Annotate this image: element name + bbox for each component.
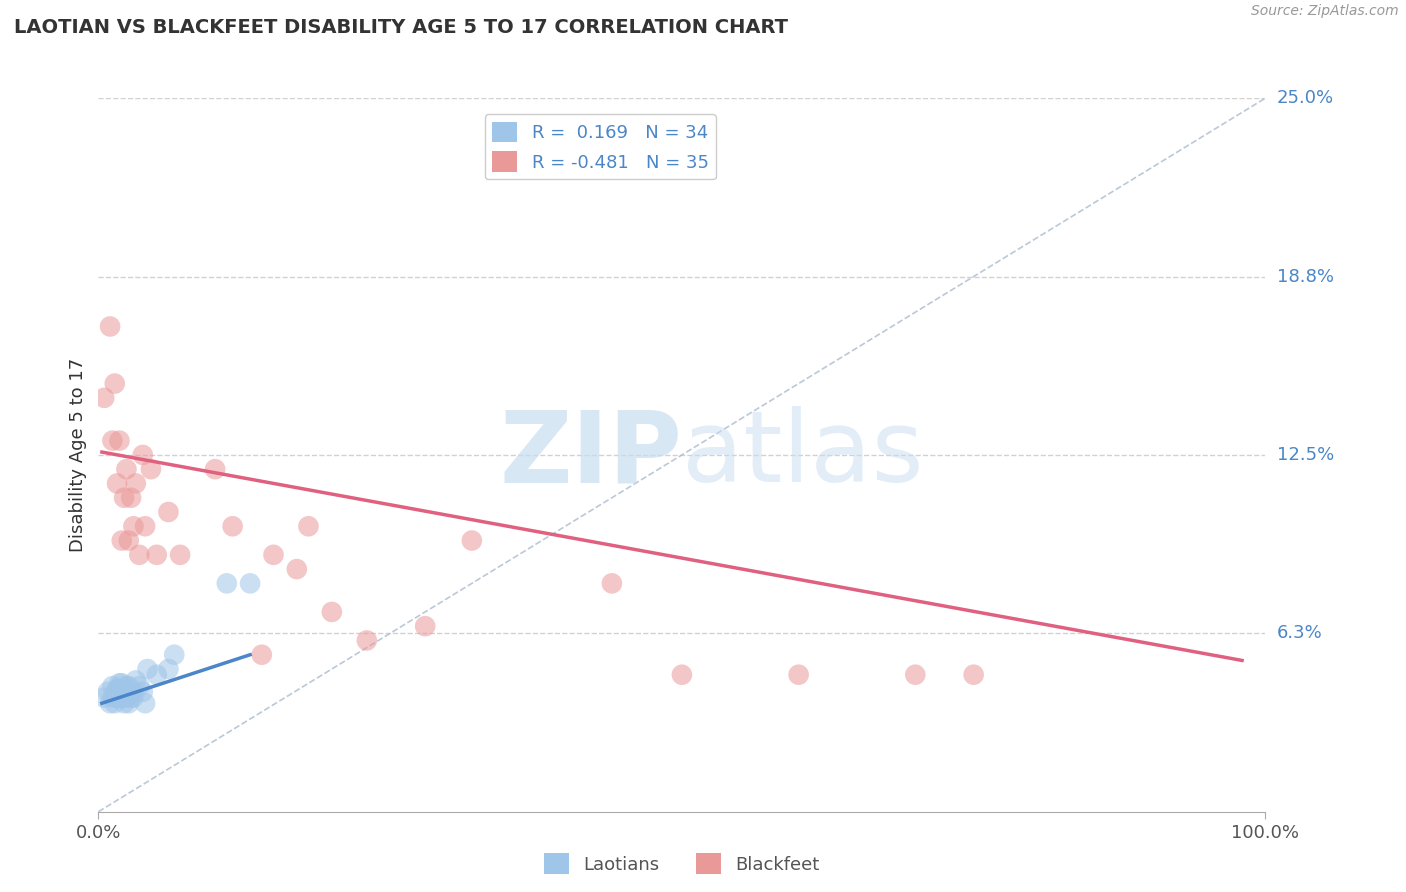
Text: 6.3%: 6.3% [1277,624,1322,642]
Point [136,662,159,676]
Point [146,548,169,562]
Point [101,690,124,705]
Point [125,476,148,491]
Point [163,648,186,662]
Y-axis label: Disability Age 5 to 17: Disability Age 5 to 17 [69,358,87,552]
Point [115,690,138,705]
Point [128,679,150,693]
Point [122,690,145,705]
Point [111,690,134,705]
Point [118,696,141,710]
Point [93,690,115,705]
Point [221,519,243,533]
Point [118,533,141,548]
Point [157,662,180,676]
Point [250,648,273,662]
Point [111,533,134,548]
Point [120,491,142,505]
Text: ZIP: ZIP [499,407,682,503]
Point [112,491,135,505]
Point [146,667,169,681]
Point [600,576,623,591]
Point [120,690,142,705]
Point [239,576,262,591]
Point [122,685,145,699]
Point [111,676,134,690]
Point [108,434,131,448]
Point [413,619,436,633]
Text: 25.0%: 25.0% [1277,89,1334,107]
Text: Source: ZipAtlas.com: Source: ZipAtlas.com [1251,4,1399,19]
Point [671,667,693,681]
Point [132,448,155,462]
Point [101,679,124,693]
Point [93,391,115,405]
Point [262,548,284,562]
Text: 12.5%: 12.5% [1277,446,1334,464]
Point [157,505,180,519]
Point [97,685,120,699]
Point [104,685,127,699]
Point [117,685,139,699]
Text: atlas: atlas [682,407,924,503]
Point [115,462,138,476]
Text: LAOTIAN VS BLACKFEET DISABILITY AGE 5 TO 17 CORRELATION CHART: LAOTIAN VS BLACKFEET DISABILITY AGE 5 TO… [14,18,787,37]
Point [297,519,319,533]
Point [112,696,135,710]
Point [962,667,984,681]
Point [134,519,156,533]
Point [132,685,155,699]
Point [215,576,238,591]
Point [115,679,138,693]
Point [122,519,145,533]
Point [128,548,150,562]
Point [118,679,141,693]
Point [139,462,162,476]
Point [787,667,810,681]
Point [104,376,127,391]
Point [169,548,191,562]
Point [356,633,378,648]
Point [321,605,343,619]
Point [108,690,131,705]
Point [134,696,156,710]
Point [105,476,128,491]
Point [105,690,128,705]
Point [120,685,142,699]
Point [98,319,121,334]
Point [285,562,308,576]
Text: 18.8%: 18.8% [1277,268,1333,285]
Point [104,696,127,710]
Point [125,673,148,688]
Point [98,696,121,710]
Point [112,685,135,699]
Point [108,676,131,690]
Point [904,667,927,681]
Point [204,462,226,476]
Point [101,434,124,448]
Point [461,533,484,548]
Point [105,681,128,696]
Legend: Laotians, Blackfeet: Laotians, Blackfeet [537,846,827,881]
